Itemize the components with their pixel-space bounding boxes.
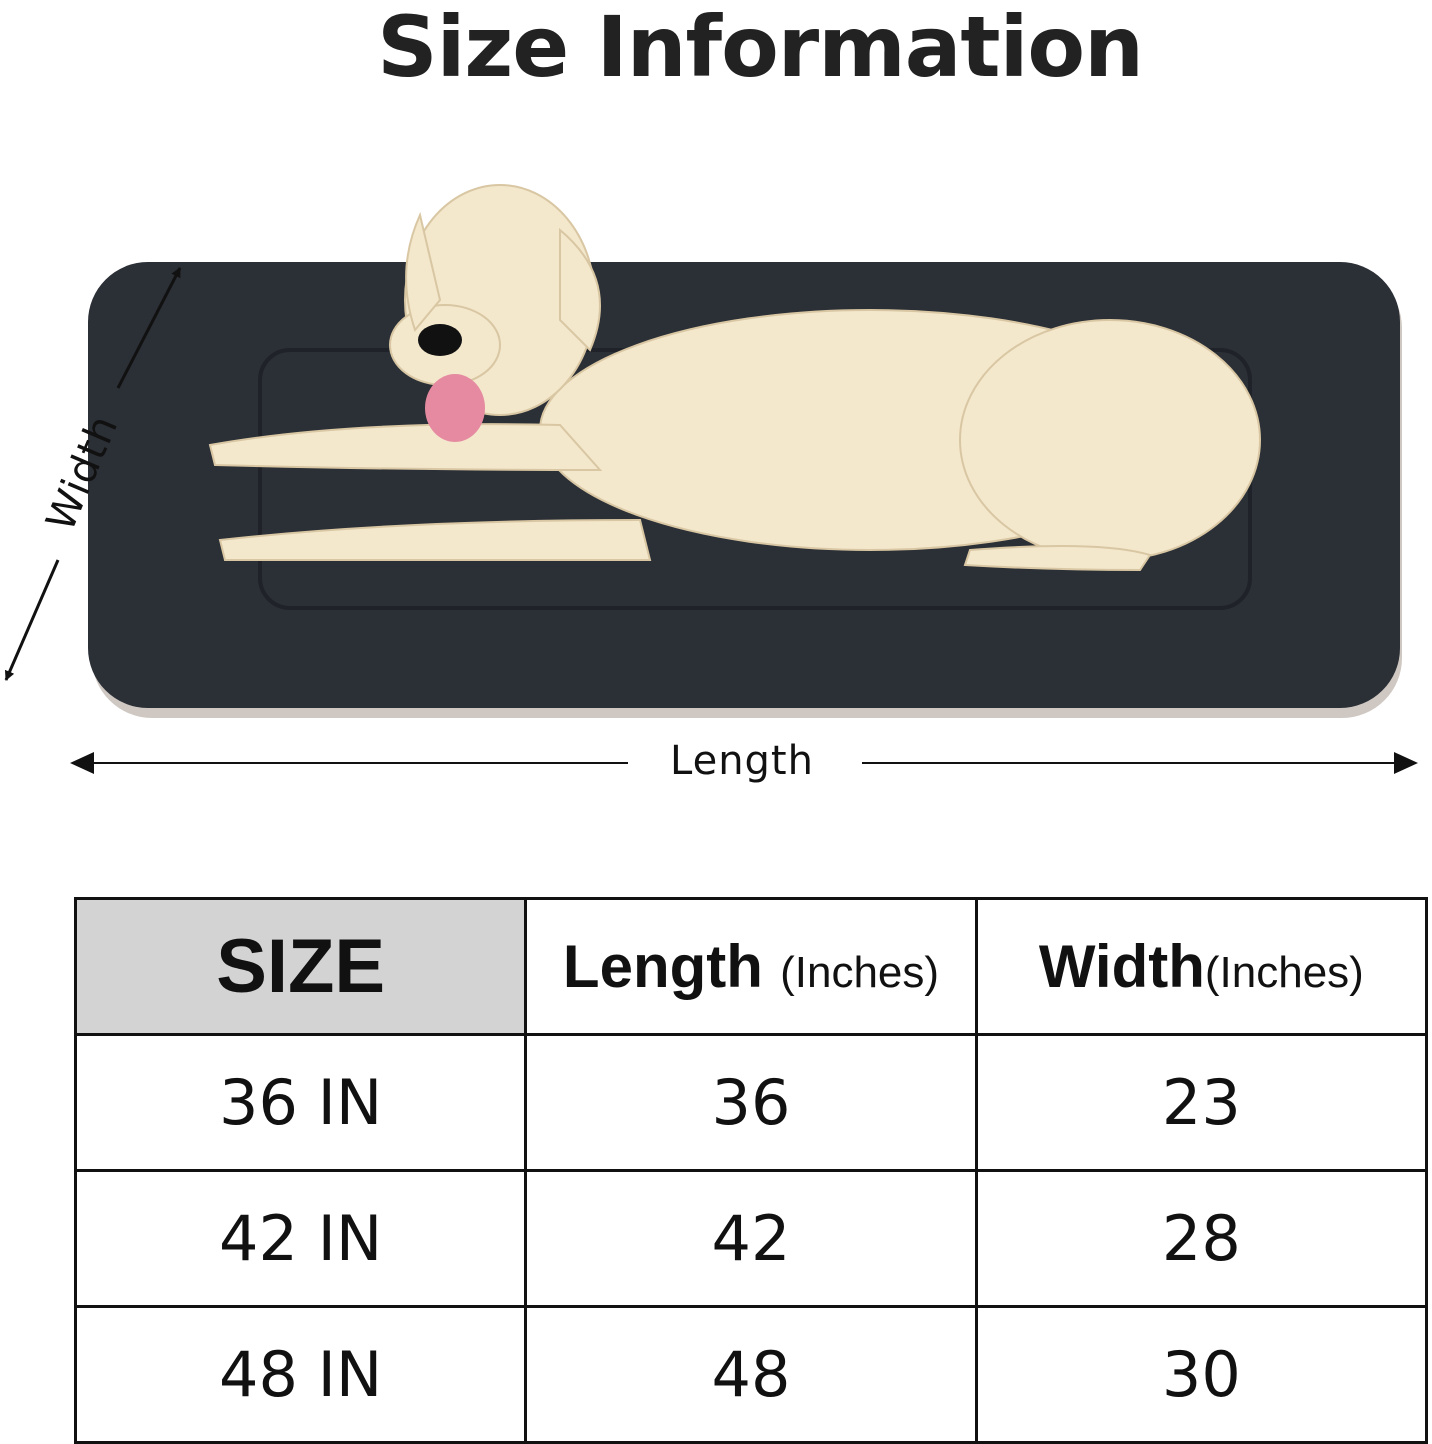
length-header-label: Length [562, 933, 763, 1000]
table-row: 48 IN 48 30 [73, 1305, 1429, 1444]
width-header-label: Width [1038, 933, 1205, 1000]
width-cell: 28 [974, 1169, 1429, 1308]
length-header: Length (Inches) [524, 897, 978, 1036]
width-header: Width(Inches) [974, 897, 1429, 1036]
table-row: 42 IN 42 28 [73, 1169, 1429, 1308]
product-illustration [4, 184, 1418, 774]
length-cell: 42 [524, 1169, 978, 1308]
dog-nose [418, 324, 462, 356]
width-arrow-bottom [4, 559, 60, 681]
length-cell: 48 [524, 1305, 978, 1444]
size-cell: 42 IN [73, 1169, 528, 1308]
length-cell: 36 [524, 1033, 978, 1172]
length-label: Length [670, 738, 814, 784]
dog-tongue [425, 374, 485, 442]
size-header: SIZE [73, 897, 528, 1036]
length-unit: (Inches) [780, 948, 940, 997]
page-title: Size Information [377, 0, 1144, 96]
width-arrow-top [116, 267, 182, 389]
size-table: SIZE Length (Inches) Width(Inches) 36 IN… [73, 897, 1429, 1444]
width-cell: 30 [974, 1305, 1429, 1444]
table-header-row: SIZE Length (Inches) Width(Inches) [73, 897, 1429, 1036]
table-row: 36 IN 36 23 [73, 1033, 1429, 1172]
size-cell: 36 IN [73, 1033, 528, 1172]
width-cell: 23 [974, 1033, 1429, 1172]
size-cell: 48 IN [73, 1305, 528, 1444]
width-unit: (Inches) [1204, 948, 1364, 997]
